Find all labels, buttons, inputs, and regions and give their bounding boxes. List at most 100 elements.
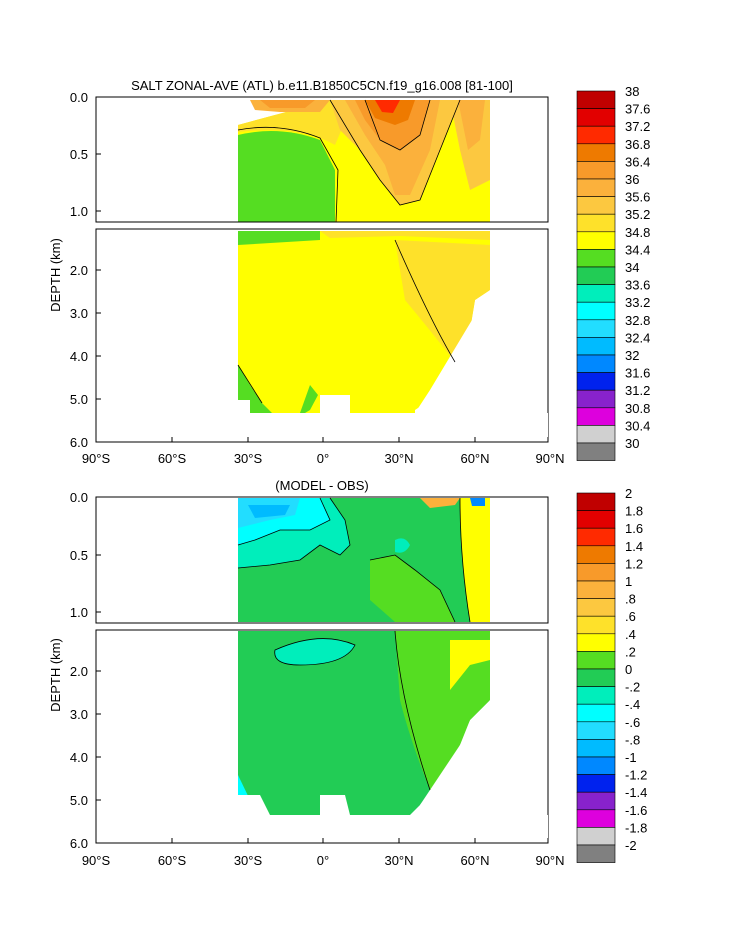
salt-lower-frame bbox=[95, 228, 549, 443]
colorbar-label: 31.2 bbox=[625, 383, 650, 398]
colorbar-box bbox=[576, 527, 616, 547]
colorbar-box bbox=[576, 125, 616, 145]
colorbar-box bbox=[576, 284, 616, 303]
diff-yticks: 0.0 0.5 1.0 2.0 3.0 4.0 5.0 6.0 bbox=[70, 490, 88, 851]
colorbar-box bbox=[576, 809, 616, 828]
colorbar-box bbox=[576, 651, 616, 670]
colorbar-box bbox=[576, 739, 616, 758]
colorbar-label: 34 bbox=[625, 260, 639, 275]
colorbar-box bbox=[576, 774, 616, 793]
diff-xtick: 60°S bbox=[158, 853, 187, 868]
colorbar-label: 36 bbox=[625, 172, 639, 187]
colorbar-box bbox=[576, 301, 616, 321]
salt-upper-frame bbox=[95, 96, 549, 223]
colorbar-label: 1.4 bbox=[625, 539, 643, 554]
diff-ytick: 0.5 bbox=[70, 548, 88, 563]
diff-ytick: 0.0 bbox=[70, 490, 88, 505]
colorbar-label: -.6 bbox=[625, 715, 640, 730]
colorbar-label: .2 bbox=[625, 644, 636, 659]
salt-panel: SALT ZONAL-AVE (ATL) b.e11.B1850C5CN.f19… bbox=[48, 78, 650, 466]
salt-colorbar: 38 37.6 37.2 36.8 36.4 36 35.6 35.2 34.8 34.4 34 33… bbox=[576, 84, 650, 461]
salt-ytick: 2.0 bbox=[70, 263, 88, 278]
colorbar-label: 37.2 bbox=[625, 119, 650, 134]
colorbar-box bbox=[576, 213, 616, 233]
diff-lower-frame bbox=[95, 629, 549, 844]
diff-xtick: 60°N bbox=[460, 853, 489, 868]
colorbar-box bbox=[576, 178, 616, 197]
colorbar-label: 32.4 bbox=[625, 330, 650, 345]
diff-ytick: 4.0 bbox=[70, 750, 88, 765]
colorbar-box bbox=[576, 354, 616, 373]
colorbar-box bbox=[576, 510, 616, 529]
colorbar-box bbox=[576, 231, 616, 250]
diff-ytick: 1.0 bbox=[70, 605, 88, 620]
colorbar-label: 36.4 bbox=[625, 154, 650, 169]
salt-xtick: 30°S bbox=[234, 451, 263, 466]
salt-ytick: 0.5 bbox=[70, 147, 88, 162]
diff-ytick: 6.0 bbox=[70, 836, 88, 851]
colorbar-label: -.8 bbox=[625, 732, 640, 747]
colorbar-box bbox=[576, 633, 616, 652]
colorbar-label: 2 bbox=[625, 486, 632, 501]
colorbar-label: 31.6 bbox=[625, 366, 650, 381]
colorbar-box bbox=[576, 266, 616, 285]
diff-xtick: 30°S bbox=[234, 853, 263, 868]
colorbar-box bbox=[576, 161, 616, 180]
colorbar-box bbox=[576, 90, 616, 109]
colorbar-box bbox=[576, 844, 616, 863]
diff-upper-fill bbox=[238, 498, 548, 622]
salt-ytick: 5.0 bbox=[70, 392, 88, 407]
diff-ytick: 5.0 bbox=[70, 793, 88, 808]
salt-xtick: 60°N bbox=[460, 451, 489, 466]
colorbar-box bbox=[576, 425, 616, 444]
diff-xticks: 90°S 60°S 30°S 0° 30°N 60°N 90°N bbox=[82, 853, 565, 868]
colorbar-box bbox=[576, 389, 616, 409]
salt-upper-fill bbox=[238, 100, 548, 222]
colorbar-label: 1.8 bbox=[625, 504, 643, 519]
colorbar-box bbox=[576, 143, 616, 162]
diff-title: (MODEL - OBS) bbox=[275, 478, 368, 493]
diff-xtick: 90°S bbox=[82, 853, 111, 868]
diff-panel: (MODEL - OBS) bbox=[48, 478, 647, 868]
colorbar-label: 1.2 bbox=[625, 556, 643, 571]
diff-xtick: 30°N bbox=[384, 853, 413, 868]
diff-lower-fill bbox=[238, 631, 490, 815]
salt-xticks: 90°S 60°S 30°S 0° 30°N 60°N 90°N bbox=[82, 451, 565, 466]
colorbar-label: -2 bbox=[625, 838, 637, 853]
diff-ytick: 3.0 bbox=[70, 707, 88, 722]
colorbar-box bbox=[576, 492, 616, 511]
colorbar-label: 37.6 bbox=[625, 102, 650, 117]
salt-ylabel: DEPTH (km) bbox=[48, 238, 63, 312]
colorbar-label: 30.4 bbox=[625, 418, 650, 433]
diff-upper-frame bbox=[95, 496, 549, 624]
colorbar-box bbox=[576, 580, 616, 599]
salt-ytick: 4.0 bbox=[70, 349, 88, 364]
colorbar-label: -.4 bbox=[625, 697, 640, 712]
colorbar-box bbox=[576, 756, 616, 775]
colorbar-label: 33.2 bbox=[625, 295, 650, 310]
colorbar-label: 32.8 bbox=[625, 313, 650, 328]
salt-xtick: 0° bbox=[317, 451, 329, 466]
diff-xtick: 0° bbox=[317, 853, 329, 868]
colorbar-label: 1.6 bbox=[625, 521, 643, 536]
salt-ytick: 0.0 bbox=[70, 90, 88, 105]
colorbar-box bbox=[576, 615, 616, 635]
salt-ytick: 1.0 bbox=[70, 204, 88, 219]
colorbar-label: .6 bbox=[625, 609, 636, 624]
colorbar-label: -1.6 bbox=[625, 803, 647, 818]
colorbar-box bbox=[576, 108, 616, 127]
colorbar-box bbox=[576, 668, 616, 687]
colorbar-label: 34.4 bbox=[625, 242, 650, 257]
colorbar-label: 0 bbox=[625, 662, 632, 677]
salt-xtick: 60°S bbox=[158, 451, 187, 466]
salt-lower-fill bbox=[238, 231, 490, 413]
colorbar-box bbox=[576, 372, 616, 391]
salt-ytick: 6.0 bbox=[70, 435, 88, 450]
salt-xtick: 90°S bbox=[82, 451, 111, 466]
colorbar-box bbox=[576, 703, 616, 723]
diff-ylabel: DEPTH (km) bbox=[48, 638, 63, 712]
colorbar-label: 30 bbox=[625, 436, 639, 451]
colorbar-box bbox=[576, 721, 616, 740]
colorbar-box bbox=[576, 598, 616, 617]
